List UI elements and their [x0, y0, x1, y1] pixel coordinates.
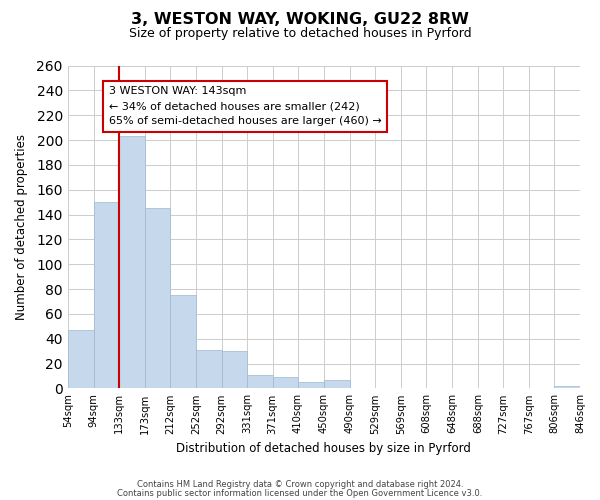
- Bar: [324, 380, 350, 388]
- Bar: [273, 378, 298, 388]
- Bar: [145, 208, 170, 388]
- Text: 3 WESTON WAY: 143sqm
← 34% of detached houses are smaller (242)
65% of semi-deta: 3 WESTON WAY: 143sqm ← 34% of detached h…: [109, 86, 382, 126]
- Bar: [196, 350, 221, 389]
- Bar: [298, 382, 324, 388]
- Bar: [247, 375, 273, 388]
- Text: Contains HM Land Registry data © Crown copyright and database right 2024.: Contains HM Land Registry data © Crown c…: [137, 480, 463, 489]
- Text: Size of property relative to detached houses in Pyrford: Size of property relative to detached ho…: [128, 28, 472, 40]
- Bar: [68, 330, 94, 388]
- Bar: [119, 136, 145, 388]
- Bar: [170, 296, 196, 388]
- Bar: [221, 351, 247, 389]
- X-axis label: Distribution of detached houses by size in Pyrford: Distribution of detached houses by size …: [176, 442, 471, 455]
- Text: Contains public sector information licensed under the Open Government Licence v3: Contains public sector information licen…: [118, 489, 482, 498]
- Text: 3, WESTON WAY, WOKING, GU22 8RW: 3, WESTON WAY, WOKING, GU22 8RW: [131, 12, 469, 28]
- Y-axis label: Number of detached properties: Number of detached properties: [15, 134, 28, 320]
- Bar: [554, 386, 580, 388]
- Bar: [94, 202, 119, 388]
